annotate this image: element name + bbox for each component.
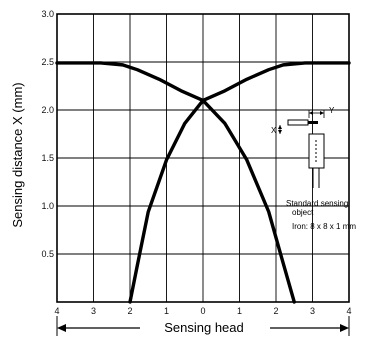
y-tick-label: 3.0 (41, 9, 54, 19)
y-tick-label: 1.0 (41, 201, 54, 211)
note-line-1: Standard sensing (286, 199, 348, 208)
y-axis-title: Sensing distance X (mm) (10, 82, 25, 227)
x-tick-label: 3 (310, 306, 315, 316)
x-tick-label: 3 (91, 306, 96, 316)
y-tick-label: 1.5 (41, 153, 54, 163)
sensing-head-indicator: Sensing head (56, 316, 350, 336)
y-tick-label: 2.0 (41, 105, 54, 115)
x-axis-title: Sensing head (164, 320, 244, 335)
plot-frame (56, 13, 350, 303)
x-tick-label: 4 (346, 306, 351, 316)
x-tick-label: 1 (164, 306, 169, 316)
x-tick-label: 1 (237, 306, 242, 316)
sensing-object-note: Standard sensing object Iron: 8 x 8 x 1 … (286, 199, 356, 231)
right-arrow-icon (340, 324, 349, 332)
sensing-object-icon (287, 119, 309, 126)
grid (57, 14, 349, 302)
y-tick-label: 0.5 (41, 249, 54, 259)
x-tick-label: 0 (200, 306, 205, 316)
note-line-2: object (292, 208, 314, 217)
diagram-y-label: Y (329, 106, 335, 115)
x-tick-label: 2 (127, 306, 132, 316)
left-arrow-icon (57, 324, 66, 332)
y-tick-label: 2.5 (41, 57, 54, 67)
sensing-curve-2 (128, 61, 351, 304)
note-line-3: Iron: 8 x 8 x 1 mm (292, 222, 356, 231)
y-tick-labels: 0.5 1.0 1.5 2.0 2.5 3.0 (41, 9, 54, 259)
sensor-head-icon (308, 133, 325, 169)
x-tick-label: 4 (54, 306, 59, 316)
diagram-x-label: X (271, 126, 277, 135)
x-tick-label: 2 (273, 306, 278, 316)
curves (55, 61, 351, 304)
sensing-curve-1 (55, 61, 296, 304)
sensor-diagram: Y X (271, 106, 335, 188)
x-tick-labels: 4 3 2 1 0 1 2 3 4 (54, 306, 351, 316)
